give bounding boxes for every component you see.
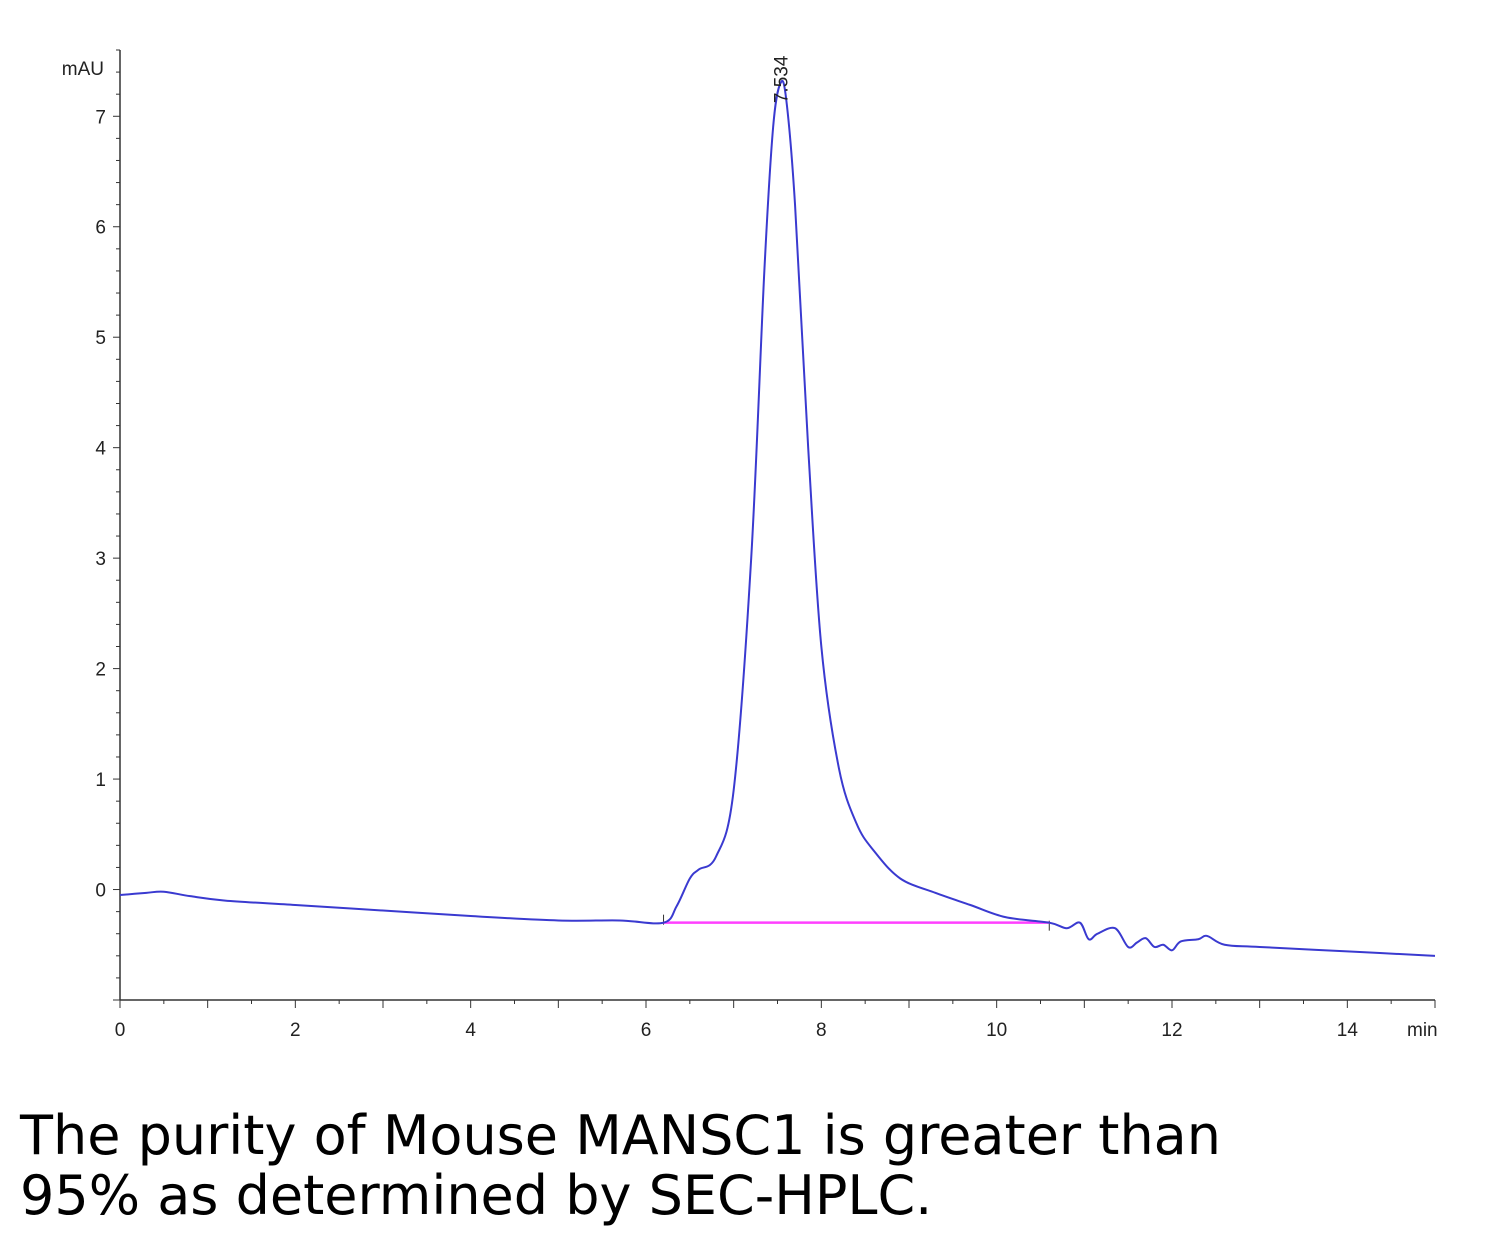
caption-line-2: 95% as determined by SEC-HPLC. <box>20 1164 933 1227</box>
y-tick-label: 6 <box>95 218 106 239</box>
y-axis-unit: mAU <box>62 59 104 80</box>
peak-annotation: 7.534 <box>771 55 792 103</box>
y-tick-label: 2 <box>95 660 106 681</box>
x-tick-label: 14 <box>1337 1020 1359 1041</box>
x-tick-label: 0 <box>115 1020 126 1041</box>
x-tick-label: 4 <box>465 1020 476 1041</box>
y-tick-label: 7 <box>95 107 106 128</box>
x-axis-unit: min <box>1407 1020 1438 1041</box>
chart-axes <box>119 50 1435 1001</box>
peak-retention-label: 7.534 <box>771 55 792 103</box>
y-tick-label: 5 <box>95 328 106 349</box>
chromatogram-chart: 0 1 2 3 4 5 6 7 0 2 4 6 8 10 12 14 7.534 mAU min <box>62 49 1438 1041</box>
x-tick-label: 6 <box>641 1020 652 1041</box>
x-tick-label: 8 <box>816 1020 827 1041</box>
y-tick-label: 4 <box>95 439 106 460</box>
x-tick-label: 10 <box>986 1020 1007 1041</box>
y-tick-label: 3 <box>95 549 106 570</box>
y-tick-label: 1 <box>95 770 106 791</box>
x-tick-label: 12 <box>1161 1020 1182 1041</box>
chromatogram-trace <box>119 79 1436 957</box>
y-tick-label: 0 <box>95 881 106 902</box>
caption-line-1: The purity of Mouse MANSC1 is greater th… <box>20 1104 1221 1167</box>
chart-ticks <box>113 49 1436 1008</box>
caption: The purity of Mouse MANSC1 is greater th… <box>20 1106 1480 1226</box>
x-tick-label: 2 <box>290 1020 301 1041</box>
